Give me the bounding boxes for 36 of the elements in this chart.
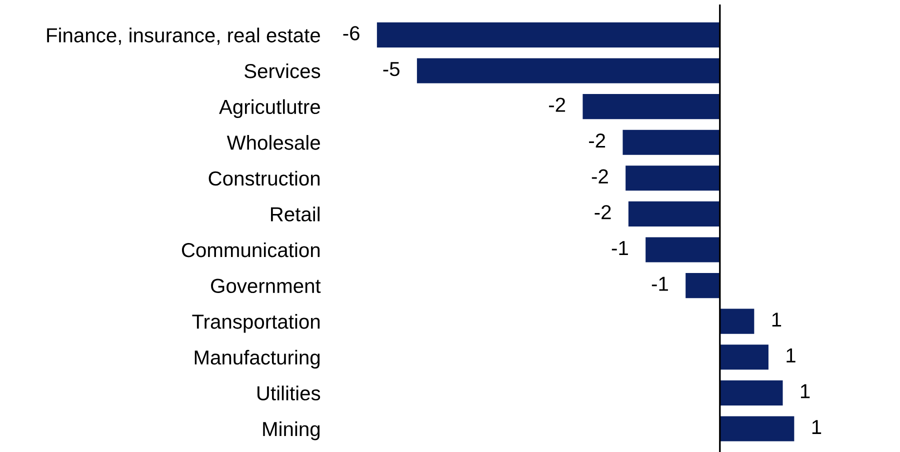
data-label: 1 (800, 384, 810, 398)
data-label: -2 (549, 98, 566, 112)
y-tick-label: Communication (182, 242, 320, 258)
y-tick-label: Mining (263, 421, 320, 440)
bar (622, 130, 720, 155)
bar (720, 380, 783, 406)
bar (720, 308, 754, 334)
y-tick-label: Utilities (257, 386, 320, 400)
y-tick-label: Finance, insurance, real estate (47, 28, 320, 45)
bar (646, 237, 720, 262)
bar (686, 273, 720, 298)
data-label: -5 (383, 62, 400, 76)
y-tick-label: Transportation (192, 314, 320, 333)
bar (626, 166, 720, 191)
data-label: -2 (592, 169, 608, 184)
y-tick-label: Services (244, 63, 320, 78)
data-label: -1 (612, 241, 628, 255)
y-tick-label: Government (211, 278, 321, 294)
data-label: 1 (812, 420, 822, 434)
bar (720, 416, 794, 442)
y-tick-label: Wholesale (226, 135, 320, 150)
data-label: 1 (772, 312, 782, 327)
bar (720, 344, 768, 370)
data-label: -1 (652, 276, 668, 291)
data-label: 1 (786, 348, 796, 362)
bar (416, 58, 720, 84)
bar (376, 22, 720, 48)
data-label: -2 (594, 205, 611, 220)
bar (582, 94, 720, 120)
data-label: -6 (343, 26, 360, 40)
y-tick-label: Manufacturing (194, 350, 320, 369)
y-tick-label: Agricutlutre (219, 99, 320, 118)
y-tick-label: Retail (271, 206, 320, 222)
y-tick-label: Construction (208, 170, 320, 186)
bar (628, 201, 720, 226)
data-label: -2 (589, 133, 606, 148)
